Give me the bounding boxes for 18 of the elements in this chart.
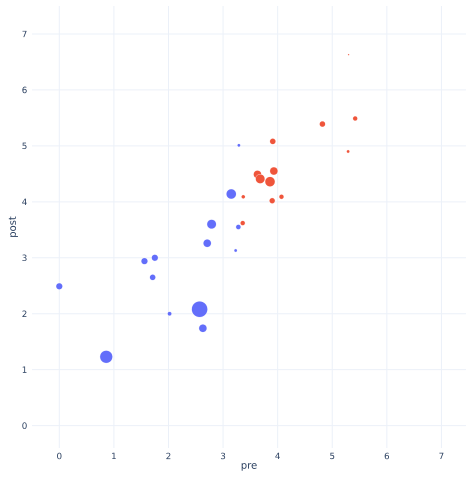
y-tick-label: 1 [22,366,26,373]
x-tick-label: 6 [384,452,390,460]
y-tick-label: 5 [22,142,27,150]
y-tick-label: 4 [22,198,27,205]
x-tick-label: 5 [330,452,334,460]
y-tick-label: 0 [22,422,27,429]
x-axis-title: pre [242,463,257,471]
y-tick-label: 7 [22,30,27,38]
y-tick-label: 6 [22,86,27,94]
x-tick-label: 0 [57,452,62,460]
x-tick-label: 1 [112,452,116,460]
x-tick-label: 4 [275,452,280,460]
x-tick-label: 3 [220,452,226,460]
y-axis-title: post [8,216,18,237]
y-tick-label: 3 [22,254,27,262]
y-tick-label: 2 [22,310,26,317]
x-tick-label: 7 [439,452,444,460]
x-tick-label: 2 [166,452,170,460]
